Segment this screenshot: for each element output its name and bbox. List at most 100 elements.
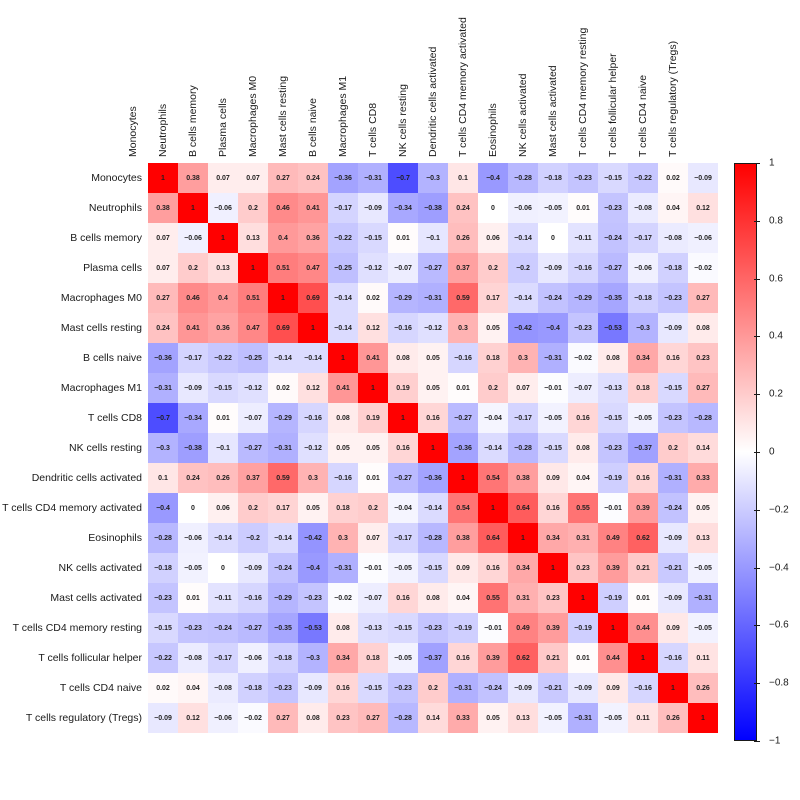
matrix-cell: −0.14 (328, 313, 358, 343)
matrix-cell: 0.16 (328, 673, 358, 703)
matrix-cell: −0.17 (328, 193, 358, 223)
matrix-cell: 0.17 (268, 493, 298, 523)
matrix-cell: −0.25 (328, 253, 358, 283)
matrix-cell: 0.17 (478, 283, 508, 313)
matrix-cell: −0.31 (538, 343, 568, 373)
matrix-cell: −0.24 (658, 493, 688, 523)
matrix-cell: 0.07 (208, 163, 238, 193)
colorbar-tick-label: 0.6 (769, 273, 783, 285)
colorbar-tick (754, 221, 760, 222)
colorbar-tick-label: −0.4 (769, 562, 789, 574)
matrix-cell: −0.42 (508, 313, 538, 343)
colorbar-tick (754, 279, 760, 280)
matrix-cell: −0.23 (178, 613, 208, 643)
matrix-cell: 0.1 (448, 163, 478, 193)
matrix-cell: −0.16 (658, 643, 688, 673)
matrix-cell: 1 (508, 523, 538, 553)
matrix-cell: 0.12 (298, 373, 328, 403)
matrix-cell: −0.15 (208, 373, 238, 403)
matrix-cell: 0.64 (508, 493, 538, 523)
matrix-cell: 0.05 (418, 343, 448, 373)
row-label: Mast cells activated (50, 592, 142, 604)
matrix-cell: −0.22 (148, 643, 178, 673)
matrix-cell: 0.69 (298, 283, 328, 313)
matrix-cell: 0.13 (238, 223, 268, 253)
matrix-cell: −0.31 (658, 463, 688, 493)
matrix-cell: 0.41 (178, 313, 208, 343)
row-label: T cells follicular helper (38, 652, 142, 664)
matrix-cell: −0.7 (388, 163, 418, 193)
colorbar-tick-label: 0 (769, 446, 775, 458)
matrix-cell: 0.13 (688, 523, 718, 553)
matrix-cell: −0.16 (628, 673, 658, 703)
matrix-cell: 0.16 (538, 493, 568, 523)
matrix-cell: −0.17 (388, 523, 418, 553)
matrix-cell: −0.23 (658, 283, 688, 313)
matrix-cell: −0.15 (598, 403, 628, 433)
matrix-cell: −0.09 (178, 373, 208, 403)
matrix-cell: −0.4 (478, 163, 508, 193)
matrix-cell: 1 (178, 193, 208, 223)
matrix-cell: −0.4 (538, 313, 568, 343)
matrix-cell: −0.09 (658, 583, 688, 613)
matrix-cell: 0.16 (568, 403, 598, 433)
matrix-cell: 0.34 (628, 343, 658, 373)
matrix-cell: 0.16 (658, 343, 688, 373)
matrix-cell: 0.09 (658, 613, 688, 643)
matrix-cell: −0.28 (388, 703, 418, 733)
matrix-cell: 0.41 (298, 193, 328, 223)
matrix-cell: −0.07 (358, 583, 388, 613)
matrix-cell: −0.4 (298, 553, 328, 583)
row-label: Macrophages M0 (60, 292, 142, 304)
row-label: Mast cells resting (60, 322, 142, 334)
matrix-cell: 0.16 (478, 553, 508, 583)
matrix-cell: −0.28 (148, 523, 178, 553)
matrix-cell: −0.31 (328, 553, 358, 583)
matrix-cell: 0.08 (568, 433, 598, 463)
column-label: Macrophages M0 (247, 75, 259, 157)
matrix-cell: 0.24 (298, 163, 328, 193)
matrix-cell: −0.14 (418, 493, 448, 523)
matrix-cell: −0.09 (298, 673, 328, 703)
matrix-cell: 0.01 (208, 403, 238, 433)
matrix-cell: −0.14 (508, 223, 538, 253)
matrix-cell: −0.02 (688, 253, 718, 283)
matrix-cell: −0.2 (238, 523, 268, 553)
matrix-cell: 0.23 (568, 553, 598, 583)
matrix-cell: 0.12 (358, 313, 388, 343)
column-label: T cells CD4 naive (637, 74, 649, 157)
row-label: NK cells resting (69, 442, 142, 454)
matrix-cell: 1 (268, 283, 298, 313)
matrix-cell: 0.08 (328, 403, 358, 433)
row-label: B cells naive (83, 352, 142, 364)
matrix-cell: −0.27 (448, 403, 478, 433)
row-label: Macrophages M1 (60, 382, 142, 394)
matrix-cell: −0.05 (598, 703, 628, 733)
matrix-cell: 0.2 (478, 253, 508, 283)
matrix-cell: −0.23 (568, 163, 598, 193)
matrix-cell: 0.01 (628, 583, 658, 613)
matrix-cell: −0.17 (208, 643, 238, 673)
matrix-cell: 0.05 (358, 433, 388, 463)
matrix-cell: −0.04 (478, 403, 508, 433)
matrix-cell: −0.38 (418, 193, 448, 223)
matrix-cell: 0.16 (448, 643, 478, 673)
matrix-cell: −0.08 (658, 223, 688, 253)
matrix-cell: 0.54 (478, 463, 508, 493)
column-label: Monocytes (127, 106, 139, 157)
matrix-cell: 0.05 (418, 373, 448, 403)
matrix-cell: 0.05 (328, 433, 358, 463)
colorbar-tick (754, 625, 760, 626)
matrix-cell: −0.31 (448, 673, 478, 703)
matrix-cell: 0.46 (268, 193, 298, 223)
column-label: Eosinophils (487, 103, 499, 157)
matrix-cell: 0.27 (358, 703, 388, 733)
matrix-cell: −0.16 (328, 463, 358, 493)
matrix-cell: −0.23 (598, 193, 628, 223)
matrix-cell: 0.06 (208, 493, 238, 523)
matrix-cell: 0.14 (688, 433, 718, 463)
matrix-cell: −0.37 (418, 643, 448, 673)
matrix-cell: −0.24 (598, 223, 628, 253)
matrix-cell: 0.27 (148, 283, 178, 313)
matrix-cell: −0.36 (418, 463, 448, 493)
